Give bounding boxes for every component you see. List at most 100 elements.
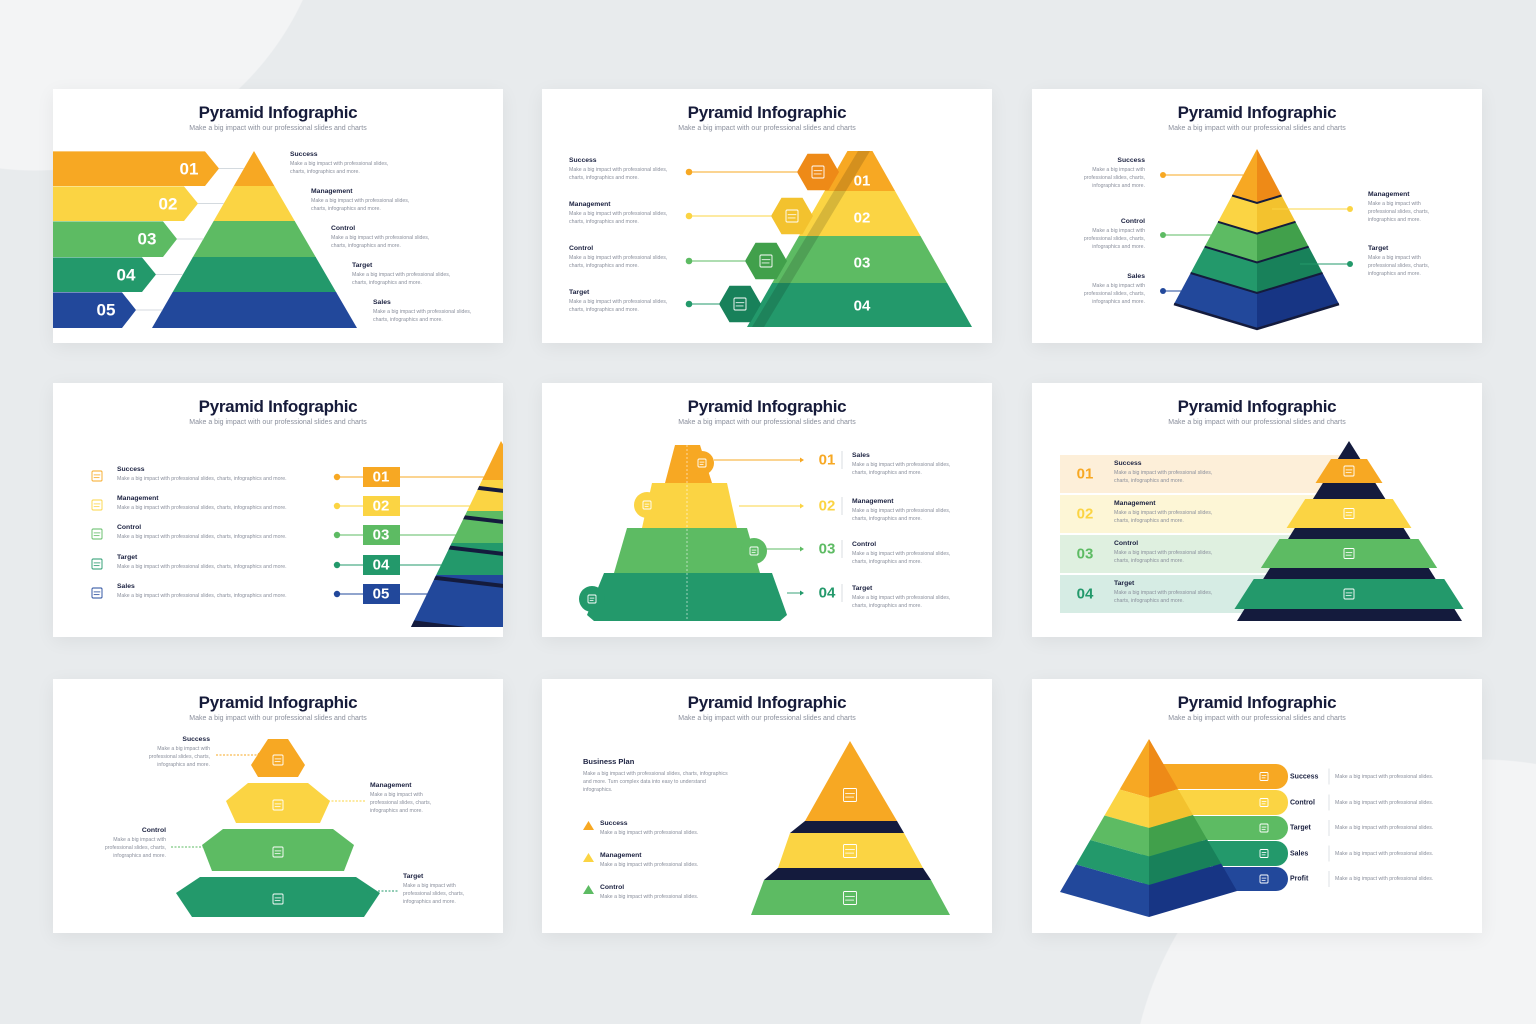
slide-1[interactable]: Pyramid Infographic Make a big impact wit… — [53, 89, 503, 343]
layer-separator — [1217, 220, 1296, 235]
infographic-graphic — [583, 741, 950, 915]
documents-icon-frame — [1259, 798, 1269, 807]
pyramid-layer — [751, 880, 950, 915]
marker-dot — [257, 752, 263, 758]
clipboard-icon-frame — [1343, 548, 1355, 559]
pyramid-layer — [805, 741, 897, 821]
list-item: Management Make a big impact with profess… — [311, 188, 421, 214]
documents-icon — [843, 844, 857, 858]
pyramid-layer — [642, 483, 737, 528]
pyramid-layer — [778, 833, 923, 868]
image-icon-frame — [91, 558, 103, 570]
slide-subtitle: Make a big impact with our professional … — [678, 715, 856, 722]
item-description: Make a big impact with professional slid… — [1335, 825, 1434, 831]
list-item: Success Make a big impact with profession… — [130, 736, 210, 769]
item-description: Make a big impact with professional slid… — [352, 272, 451, 286]
list-item: Target Make a big impact with professiona… — [117, 554, 347, 572]
slide-7[interactable]: Pyramid Infographic Make a big impact wit… — [53, 679, 503, 933]
sliders-icon — [91, 587, 103, 599]
item-description: Make a big impact with professional slid… — [1335, 799, 1434, 806]
pyramid-gap — [790, 821, 904, 833]
list-item: Management Make a big impact with profess… — [852, 498, 962, 524]
item-label: Target — [1290, 824, 1311, 832]
item-label: Sales — [117, 583, 135, 590]
box-icon — [759, 254, 773, 268]
slide-4[interactable]: Pyramid Infographic Make a big impact wit… — [53, 383, 503, 637]
number-box — [363, 555, 400, 575]
item-description: Make a big impact with professional slid… — [1114, 590, 1213, 604]
item-label: Sales — [852, 452, 870, 459]
box-icon — [91, 528, 103, 540]
item-label: Control — [1120, 218, 1145, 225]
slide-subtitle: Make a big impact with our professional … — [189, 715, 367, 722]
list-item: Management Make a big impact with profess… — [1114, 500, 1229, 526]
image-icon-frame — [1259, 849, 1269, 858]
list-item: Success Make a big impact with profession… — [1114, 460, 1229, 486]
triangle-bullet-icon — [583, 821, 594, 830]
document-icon — [272, 754, 284, 766]
step-number: 03 — [137, 229, 157, 249]
number-box — [363, 467, 400, 487]
document-icon — [272, 893, 284, 905]
item-description: Make a big impact with professional slid… — [569, 299, 668, 313]
infographic-graphic — [685, 151, 972, 327]
pyramid-layer-right-face — [1149, 815, 1208, 857]
item-label: Success — [569, 157, 597, 164]
slide-subtitle: Make a big impact with our professional … — [1168, 125, 1346, 132]
item-label: Management — [1368, 191, 1410, 198]
item-description: Make a big impact with professional slid… — [117, 534, 287, 540]
layer-separator — [1190, 272, 1323, 295]
slide-9[interactable]: Pyramid Infographic Make a big impact wit… — [1032, 679, 1482, 933]
item-label: Management — [600, 852, 642, 859]
item-description: Make a big impact with professional slid… — [148, 746, 210, 768]
slide-2[interactable]: Pyramid Infographic Make a big impact wit… — [542, 89, 992, 343]
step-number: 02 — [158, 194, 178, 213]
item-label: Target — [1368, 245, 1389, 252]
clipboard-icon — [1343, 588, 1355, 600]
image-icon — [642, 500, 652, 510]
list-item: Control Make a big impact with profession… — [852, 541, 962, 567]
item-description: Make a big impact with professional slid… — [569, 255, 668, 269]
clipboard-icon-frame — [1343, 508, 1355, 519]
arrow-band — [53, 186, 198, 221]
pyramid-layer — [251, 739, 305, 777]
marker-dot — [685, 257, 693, 265]
list-item: Control Make a big impact with profession… — [1065, 218, 1145, 251]
list-item: Management Make a big impact with profess… — [1368, 191, 1448, 224]
step-number: 03 — [818, 540, 836, 558]
clipboard-icon-frame — [91, 470, 103, 482]
image-icon-frame — [749, 546, 759, 556]
item-description: Make a big impact with professional slid… — [403, 883, 465, 905]
slide-6[interactable]: Pyramid Infographic Make a big impact wit… — [1032, 383, 1482, 637]
step-number: 04 — [116, 265, 136, 284]
pyramid-layer-right-face — [1149, 739, 1179, 798]
documents-icon-frame — [91, 499, 103, 511]
item-description: Make a big impact with professional slid… — [1083, 283, 1145, 305]
box-icon-frame — [1259, 823, 1269, 833]
clipboard-icon — [1343, 508, 1355, 519]
list-item: Success Make a big impact with profession… — [290, 151, 400, 177]
item-label: Profit — [1290, 875, 1309, 883]
documents-icon — [91, 499, 103, 511]
list-item: Success Make a big impact with profession… — [569, 157, 679, 183]
infographic-graphic — [53, 151, 357, 328]
slide-5[interactable]: Pyramid Infographic Make a big impact wit… — [542, 383, 992, 637]
marker-dot — [685, 300, 693, 308]
list-item: Control Make a big impact with profession… — [117, 524, 347, 542]
business-plan-desc: Make a big impact with professional slid… — [583, 771, 728, 794]
item-label: Control — [117, 524, 142, 531]
pyramid-gap — [764, 868, 931, 880]
business-plan-block: Business Plan Make a big impact with prof… — [583, 757, 733, 794]
item-description: Make a big impact with professional slid… — [311, 198, 410, 212]
step-number: 02 — [818, 497, 836, 515]
step-number: 03 — [853, 254, 871, 272]
item-description: Make a big impact with professional slid… — [852, 508, 951, 522]
slide-3[interactable]: Pyramid Infographic Make a big impact wit… — [1032, 89, 1482, 343]
step-number: 03 — [372, 526, 390, 544]
slide-8[interactable]: Pyramid Infographic Make a big impact wit… — [542, 679, 992, 933]
marker-dot — [210, 844, 216, 850]
marker-dot — [333, 561, 341, 569]
clipboard-icon-frame — [1259, 772, 1269, 781]
arrow-band — [53, 257, 156, 292]
clipboard-icon-frame — [1343, 588, 1355, 600]
